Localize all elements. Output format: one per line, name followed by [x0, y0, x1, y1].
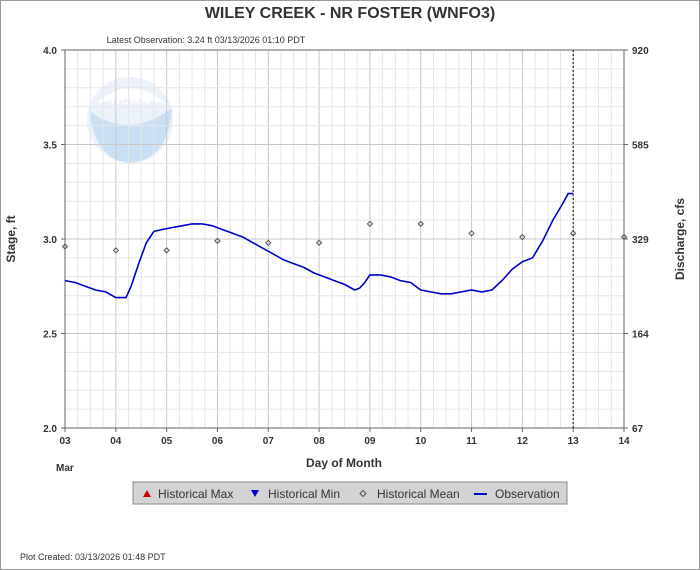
historical-mean-point: [519, 233, 526, 241]
y-right-tick-label: 585: [632, 141, 649, 152]
x-tick-label: 09: [364, 436, 376, 447]
x-tick-label: 04: [110, 436, 122, 447]
legend-observation: Observation: [495, 487, 560, 501]
x-axis-label: Day of Month: [306, 456, 382, 470]
x-tick-label: 14: [618, 436, 630, 447]
chart-subtitle: Latest Observation: 3.24 ft 03/13/2026 0…: [107, 35, 306, 45]
y-right-tick-label: 329: [632, 235, 649, 246]
plot-created-footer: Plot Created: 03/13/2026 01:48 PDT: [20, 552, 166, 562]
x-tick-label: 10: [415, 436, 427, 447]
historical-min-icon: [251, 490, 259, 497]
legend-historical-min: Historical Min: [268, 487, 340, 501]
noaa-logo-wave: [90, 108, 172, 163]
noaa-logo-text: NOAA: [111, 92, 150, 107]
y-axis-left-label: Stage, ft: [4, 215, 18, 262]
historical-mean-point: [366, 220, 374, 228]
historical-mean-point: [620, 233, 628, 241]
observation-line: [64, 192, 574, 299]
historical-mean-icon: [359, 489, 367, 498]
x-tick-label: 12: [517, 436, 529, 447]
historical-mean-point: [112, 247, 120, 254]
x-month-label: Mar: [56, 463, 74, 474]
x-tick-label: 03: [59, 436, 71, 447]
y-right-tick-label: 67: [632, 424, 644, 435]
historical-mean-point: [265, 239, 272, 246]
historical-mean-point: [163, 247, 170, 254]
y-right-tick-label: 920: [632, 46, 649, 57]
historical-mean-point: [468, 230, 475, 237]
historical-mean-point: [315, 239, 323, 246]
x-tick-label: 07: [263, 436, 275, 447]
legend-historical-max: Historical Max: [158, 487, 233, 501]
chart-title: WILEY CREEK - NR FOSTER (WNFO3): [205, 5, 495, 22]
x-tick-label: 06: [212, 436, 224, 447]
historical-mean-point: [214, 237, 221, 245]
y-left-tick-label: 2.0: [43, 424, 57, 435]
y-right-tick-label: 164: [632, 330, 649, 341]
y-left-tick-label: 3.5: [43, 141, 57, 152]
legend-historical-mean: Historical Mean: [377, 487, 460, 501]
y-left-tick-label: 4.0: [43, 46, 57, 57]
historical-max-icon: [143, 490, 151, 497]
historical-mean-point: [61, 243, 69, 250]
noaa-logo-gull: [96, 88, 166, 104]
noaa-logo: NOAA: [87, 77, 173, 163]
legend-box: [132, 481, 568, 505]
axis-ticks: 03 04 05 06 07 08 09 10 11 12 13 14 2.0 2.5 3.0 3.5 4.0 6…: [43, 46, 649, 447]
historical-mean-points: [61, 220, 628, 254]
historical-mean-point: [569, 230, 577, 237]
x-tick-label: 11: [466, 436, 477, 447]
historical-mean-point: [417, 220, 424, 228]
x-tick-label: 05: [161, 436, 173, 447]
x-tick-label: 13: [568, 436, 580, 447]
y-axis-right-label: Discharge, cfs: [673, 198, 687, 280]
x-tick-label: 08: [314, 436, 326, 447]
y-left-tick-label: 2.5: [43, 330, 57, 341]
legend: Historical Max Historical Min Historical…: [132, 481, 568, 505]
y-left-tick-label: 3.0: [43, 235, 57, 246]
